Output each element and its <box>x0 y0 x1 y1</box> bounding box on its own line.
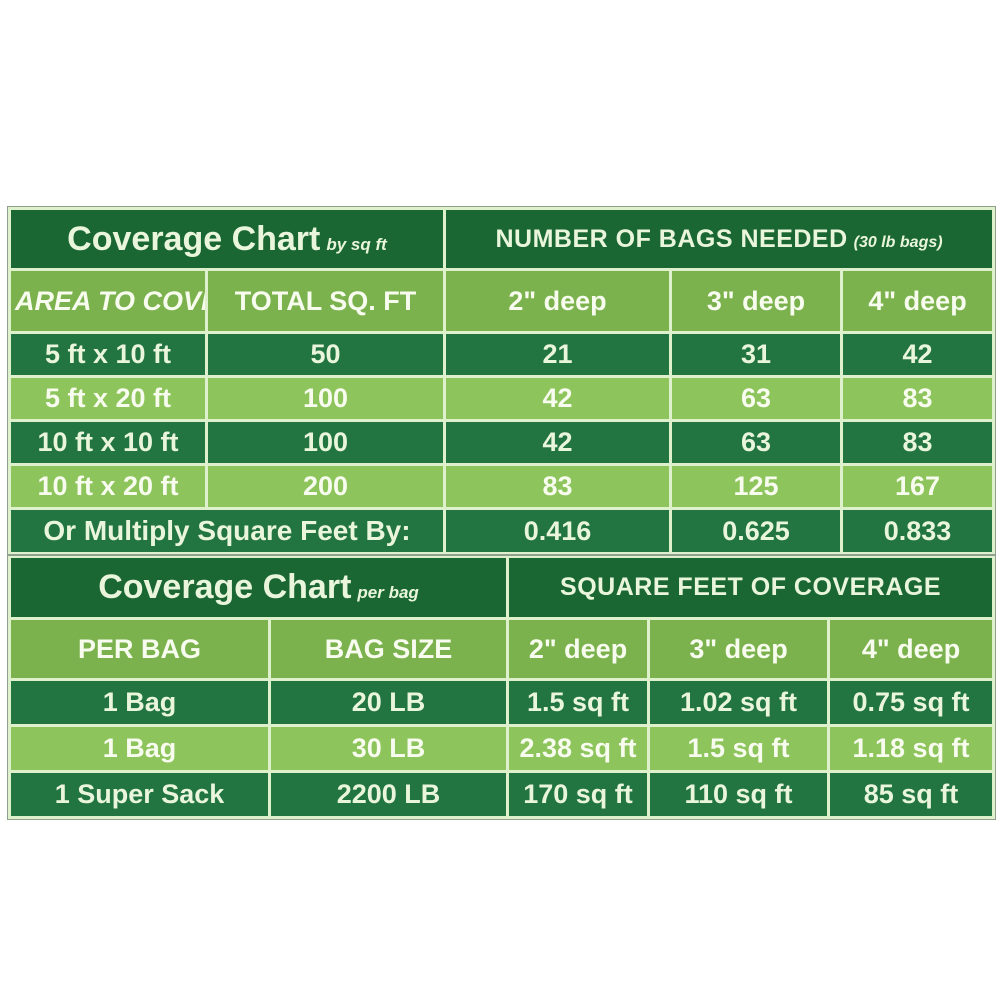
col-header-4in-deep: 4" deep <box>827 617 996 681</box>
area-cell: 5 ft x 10 ft <box>8 331 208 378</box>
per-bag-cell: 1 Super Sack <box>8 770 271 819</box>
per-bag-cell: 1 Bag <box>8 678 271 727</box>
table1-section-note: (30 lb bags) <box>853 233 943 251</box>
bags-3in-cell: 63 <box>669 375 843 422</box>
coverage-2in-cell: 170 sq ft <box>506 770 651 819</box>
table1-title: Coverage Chart <box>67 219 321 258</box>
table-row: 5 ft x 10 ft 50 21 31 42 <box>8 331 996 378</box>
coverage-by-sqft-table: Coverage Chart by sq ft NUMBER OF BAGS NE… <box>6 206 997 556</box>
col-header-3in-deep: 3" deep <box>669 268 843 334</box>
table1-title-cell: Coverage Chart by sq ft <box>8 207 446 271</box>
bags-4in-cell: 42 <box>839 331 996 378</box>
col-header-4in-deep: 4" deep <box>839 268 996 334</box>
col-header-3in-deep: 3" deep <box>647 617 831 681</box>
coverage-4in-cell: 0.75 sq ft <box>827 678 996 727</box>
bags-2in-cell: 21 <box>443 331 672 378</box>
total-sqft-cell: 100 <box>205 419 446 466</box>
col-header-area-to-cover: AREA TO COVER <box>8 268 208 334</box>
col-header-2in-deep: 2" deep <box>506 617 651 681</box>
bag-size-cell: 2200 LB <box>267 770 510 819</box>
area-cell: 10 ft x 10 ft <box>8 419 208 466</box>
bags-2in-cell: 42 <box>443 375 672 422</box>
table2-title-cell: Coverage Chart per bag <box>7 555 510 620</box>
area-cell: 5 ft x 20 ft <box>8 375 208 422</box>
table2-title: Coverage Chart <box>98 568 352 606</box>
per-bag-cell: 1 Bag <box>8 724 271 773</box>
total-sqft-cell: 200 <box>205 463 446 510</box>
bags-4in-cell: 83 <box>839 419 996 466</box>
coverage-3in-cell: 110 sq ft <box>647 770 831 819</box>
col-header-total-sqft: TOTAL SQ. FT <box>205 268 446 334</box>
multiplier-2in: 0.416 <box>443 507 672 555</box>
coverage-charts: Coverage Chart by sq ft NUMBER OF BAGS NE… <box>6 206 997 820</box>
total-sqft-cell: 100 <box>205 375 446 422</box>
bags-3in-cell: 125 <box>669 463 843 510</box>
table-row: 10 ft x 10 ft 100 42 63 83 <box>8 419 996 466</box>
coverage-2in-cell: 1.5 sq ft <box>506 678 651 727</box>
col-header-bag-size: BAG SIZE <box>267 617 510 681</box>
bag-size-cell: 20 LB <box>267 678 510 727</box>
table-row: 10 ft x 20 ft 200 83 125 167 <box>8 463 996 510</box>
multiplier-3in: 0.625 <box>669 507 843 555</box>
bag-size-cell: 30 LB <box>267 724 510 773</box>
multiplier-row: Or Multiply Square Feet By: 0.416 0.625 … <box>8 507 996 555</box>
bags-3in-cell: 63 <box>669 419 843 466</box>
table-row: 1 Bag 30 LB 2.38 sq ft 1.5 sq ft 1.18 sq… <box>8 724 996 773</box>
coverage-per-bag-table: Coverage Chart per bag SQUARE FEET OF COV… <box>6 554 997 820</box>
coverage-3in-cell: 1.5 sq ft <box>647 724 831 773</box>
table-row: 1 Super Sack 2200 LB 170 sq ft 110 sq ft… <box>8 770 996 819</box>
bags-2in-cell: 42 <box>443 419 672 466</box>
table-row: 1 Bag 20 LB 1.5 sq ft 1.02 sq ft 0.75 sq… <box>8 678 996 727</box>
table2-section-title: SQUARE FEET OF COVERAGE <box>560 573 942 601</box>
coverage-3in-cell: 1.02 sq ft <box>647 678 831 727</box>
multiplier-4in: 0.833 <box>839 507 996 555</box>
coverage-2in-cell: 2.38 sq ft <box>506 724 651 773</box>
col-header-2in-deep: 2" deep <box>443 268 672 334</box>
col-header-per-bag: PER BAG <box>8 617 271 681</box>
bags-3in-cell: 31 <box>669 331 843 378</box>
multiplier-label: Or Multiply Square Feet By: <box>8 507 446 555</box>
table2-title-note: per bag <box>357 583 419 602</box>
coverage-4in-cell: 1.18 sq ft <box>827 724 996 773</box>
coverage-4in-cell: 85 sq ft <box>827 770 996 819</box>
bags-4in-cell: 83 <box>839 375 996 422</box>
table1-title-note: by sq ft <box>326 234 387 254</box>
area-cell: 10 ft x 20 ft <box>8 463 208 510</box>
table2-section-title-cell: SQUARE FEET OF COVERAGE <box>506 555 996 620</box>
bags-4in-cell: 167 <box>839 463 996 510</box>
table1-section-title-cell: NUMBER OF BAGS NEEDED (30 lb bags) <box>442 207 996 271</box>
total-sqft-cell: 50 <box>205 331 446 378</box>
table1-section-title: NUMBER OF BAGS NEEDED <box>495 224 848 253</box>
bags-2in-cell: 83 <box>443 463 672 510</box>
table-row: 5 ft x 20 ft 100 42 63 83 <box>8 375 996 422</box>
